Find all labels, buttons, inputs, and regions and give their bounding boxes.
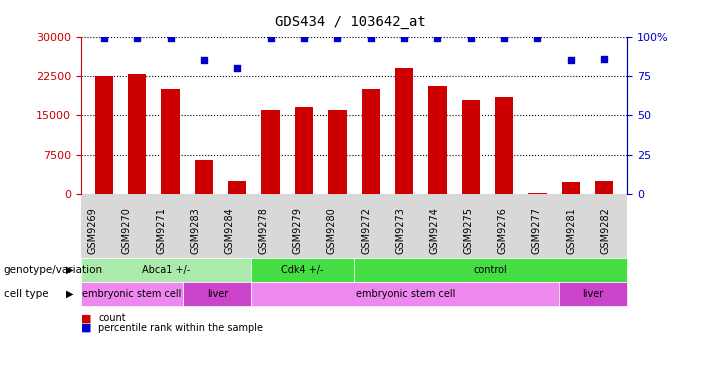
Text: count: count [98, 313, 125, 324]
Bar [95, 76, 113, 194]
Point [432, 35, 443, 41]
Bar [595, 182, 613, 194]
Bar [128, 74, 147, 194]
Text: liver: liver [583, 289, 604, 299]
Text: Cdk4 +/-: Cdk4 +/- [282, 265, 324, 275]
Bar [161, 89, 179, 194]
Point [532, 35, 543, 41]
Text: ■: ■ [81, 313, 91, 324]
Text: control: control [474, 265, 508, 275]
Point [398, 35, 409, 41]
Point [565, 57, 576, 63]
Point [198, 57, 210, 63]
Bar [328, 110, 346, 194]
Text: GSM9279: GSM9279 [293, 207, 303, 254]
Text: percentile rank within the sample: percentile rank within the sample [98, 322, 263, 333]
Point [498, 35, 510, 41]
Point [332, 35, 343, 41]
Text: GSM9277: GSM9277 [532, 206, 542, 254]
Text: GSM9270: GSM9270 [122, 207, 132, 254]
Point [232, 65, 243, 71]
Bar [261, 110, 280, 194]
Text: liver: liver [207, 289, 228, 299]
Bar [395, 68, 413, 194]
Text: GDS434 / 103642_at: GDS434 / 103642_at [275, 15, 426, 29]
Text: GSM9282: GSM9282 [600, 207, 611, 254]
Bar [428, 86, 447, 194]
Point [299, 35, 310, 41]
Text: GSM9281: GSM9281 [566, 207, 576, 254]
Point [599, 56, 610, 61]
Text: GSM9271: GSM9271 [156, 207, 166, 254]
Bar [495, 97, 513, 194]
Text: Abca1 +/-: Abca1 +/- [142, 265, 190, 275]
Point [465, 35, 476, 41]
Text: GSM9276: GSM9276 [498, 207, 508, 254]
Point [132, 35, 143, 41]
Text: cell type: cell type [4, 289, 48, 299]
Bar [195, 160, 213, 194]
Bar [295, 108, 313, 194]
Bar [529, 193, 547, 194]
Text: GSM9278: GSM9278 [259, 207, 268, 254]
Text: genotype/variation: genotype/variation [4, 265, 102, 275]
Bar [228, 181, 247, 194]
Point [365, 35, 376, 41]
Text: GSM9273: GSM9273 [395, 207, 405, 254]
Point [165, 35, 176, 41]
Text: GSM9275: GSM9275 [463, 206, 474, 254]
Text: embryonic stem cell: embryonic stem cell [82, 289, 182, 299]
Point [98, 35, 109, 41]
Point [265, 35, 276, 41]
Text: ▶: ▶ [66, 265, 74, 275]
Bar [362, 89, 380, 194]
Text: GSM9274: GSM9274 [430, 207, 440, 254]
Text: ▶: ▶ [66, 289, 74, 299]
Bar [461, 100, 480, 194]
Text: GSM9269: GSM9269 [88, 207, 97, 254]
Text: GSM9284: GSM9284 [224, 207, 234, 254]
Text: GSM9280: GSM9280 [327, 207, 337, 254]
Text: GSM9272: GSM9272 [361, 206, 371, 254]
Text: GSM9283: GSM9283 [190, 207, 200, 254]
Text: ■: ■ [81, 322, 91, 333]
Text: embryonic stem cell: embryonic stem cell [355, 289, 455, 299]
Bar [562, 182, 580, 194]
